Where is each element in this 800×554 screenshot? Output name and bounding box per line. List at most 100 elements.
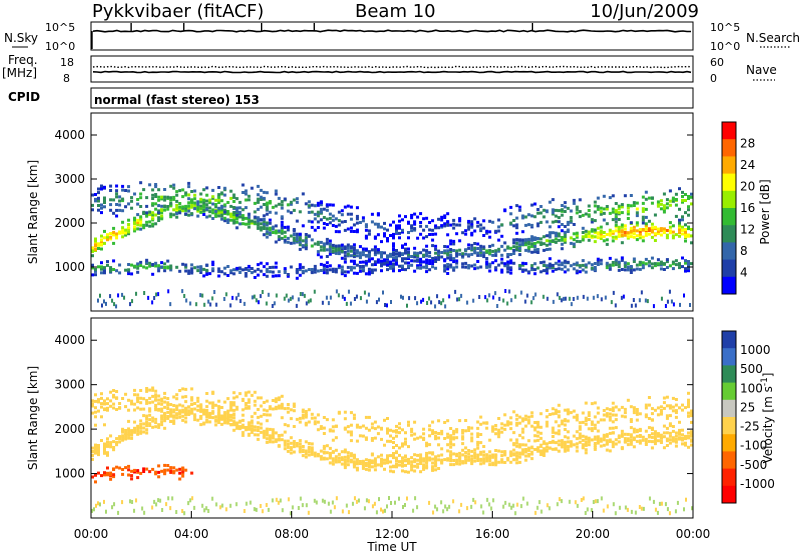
heatmap-cell	[650, 446, 654, 450]
heatmap-cell	[542, 452, 546, 456]
heatmap-cell	[575, 271, 579, 275]
heatmap-cell	[684, 235, 687, 239]
heatmap-cell	[436, 507, 439, 512]
heatmap-cell	[515, 444, 519, 448]
heatmap-cell	[684, 223, 687, 227]
heatmap-cell	[349, 205, 353, 209]
heatmap-cell	[575, 261, 579, 265]
heatmap-cell	[127, 398, 131, 402]
heatmap-cell	[91, 399, 94, 403]
heatmap-cell	[239, 299, 242, 303]
heatmap-cell	[172, 410, 176, 414]
heatmap-cell	[494, 449, 498, 452]
heatmap-cell	[632, 427, 636, 431]
heatmap-cell	[265, 429, 269, 433]
heatmap-cell	[223, 208, 227, 212]
heatmap-cell	[611, 442, 615, 446]
heatmap-cell	[425, 252, 429, 256]
heatmap-cell	[280, 229, 284, 233]
heatmap-cell	[367, 463, 371, 467]
heatmap-cell	[422, 260, 426, 264]
heatmap-cell	[380, 269, 383, 273]
heatmap-cell	[479, 227, 483, 231]
heatmap-cell	[638, 232, 642, 236]
heatmap-cell	[434, 457, 438, 461]
heatmap-cell	[687, 260, 690, 263]
heatmap-cell	[178, 205, 182, 209]
heatmap-cell	[280, 236, 284, 240]
heatmap-cell	[650, 407, 654, 411]
heatmap-cell	[575, 437, 579, 441]
heatmap-cell	[557, 263, 561, 267]
heatmap-cell	[376, 233, 380, 237]
heatmap-cell	[460, 502, 463, 507]
heatmap-cell	[506, 255, 510, 259]
heatmap-cell	[494, 251, 498, 255]
heatmap-cell	[614, 209, 618, 213]
heatmap-cell	[404, 215, 407, 219]
heatmap-cell	[593, 219, 597, 223]
heatmap-cell	[521, 448, 525, 452]
heatmap-cell	[118, 203, 122, 207]
heatmap-cell	[139, 422, 143, 426]
heatmap-cell	[566, 408, 570, 412]
heatmap-cell	[626, 507, 629, 512]
heatmap-cell	[103, 451, 106, 455]
heatmap-cell	[681, 408, 684, 412]
heatmap-cell	[160, 399, 164, 403]
heatmap-cell	[434, 244, 438, 248]
heatmap-cell	[533, 272, 537, 276]
heatmap-cell	[133, 508, 136, 513]
heatmap-cell	[608, 415, 612, 419]
heatmap-cell	[449, 256, 453, 260]
heatmap-cell	[512, 238, 516, 242]
heatmap-cell	[674, 214, 678, 218]
heatmap-cell	[133, 426, 137, 430]
heatmap-cell	[425, 270, 429, 274]
heatmap-cell	[437, 443, 441, 447]
heatmap-cell	[443, 224, 447, 228]
heatmap-cell	[136, 432, 140, 436]
heatmap-cell	[304, 440, 308, 444]
heatmap-cell	[202, 213, 206, 216]
heatmap-cell	[328, 239, 332, 243]
heatmap-cell	[449, 239, 453, 243]
heatmap-cell	[671, 405, 675, 409]
heatmap-cell	[419, 263, 423, 267]
heatmap-cell	[325, 237, 329, 241]
heatmap-cell	[434, 266, 438, 270]
x-tick-label: 00:00	[74, 527, 109, 541]
colorbar-swatch	[722, 208, 736, 226]
colorbar-tick-label: 1000	[740, 343, 771, 357]
heatmap-cell	[420, 299, 423, 304]
heatmap-cell	[175, 215, 179, 219]
heatmap-cell	[593, 230, 597, 234]
heatmap-cell	[563, 449, 567, 453]
heatmap-cell	[533, 428, 537, 432]
heatmap-cell	[319, 449, 323, 453]
heatmap-cell	[322, 245, 326, 249]
heatmap-cell	[316, 220, 320, 224]
heatmap-cell	[569, 264, 573, 268]
heatmap-cell	[402, 505, 404, 509]
heatmap-cell	[599, 262, 603, 266]
heatmap-cell	[599, 418, 603, 422]
heatmap-cell	[184, 409, 188, 412]
heatmap-cell	[584, 401, 588, 405]
heatmap-cell	[476, 426, 480, 430]
heatmap-cell	[220, 204, 224, 208]
heatmap-cell	[277, 434, 281, 437]
heatmap-cell	[364, 259, 368, 263]
heatmap-cell	[355, 271, 359, 275]
heatmap-cell	[303, 293, 306, 298]
heatmap-cell	[232, 420, 236, 424]
heatmap-cell	[256, 437, 260, 441]
heatmap-cell	[103, 407, 106, 411]
heatmap-cell	[337, 250, 341, 253]
heatmap-cell	[286, 225, 290, 229]
heatmap-cell	[560, 242, 564, 246]
heatmap-cell	[136, 400, 140, 404]
heatmap-cell	[121, 220, 125, 224]
heatmap-cell	[548, 506, 551, 511]
heatmap-cell	[136, 270, 140, 274]
